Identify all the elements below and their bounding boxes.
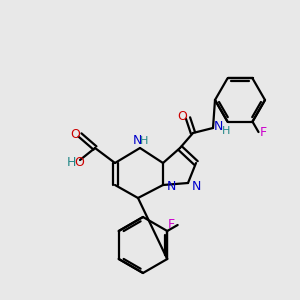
Text: N: N: [166, 181, 176, 194]
Text: N: N: [213, 119, 223, 133]
Text: N: N: [191, 179, 201, 193]
Text: F: F: [168, 218, 175, 232]
Text: H: H: [140, 136, 148, 146]
Text: O: O: [70, 128, 80, 140]
Text: H: H: [222, 126, 230, 136]
Text: F: F: [260, 125, 267, 139]
Text: H: H: [66, 155, 76, 169]
Text: N: N: [132, 134, 142, 148]
Text: O: O: [177, 110, 187, 122]
Text: O: O: [74, 155, 84, 169]
